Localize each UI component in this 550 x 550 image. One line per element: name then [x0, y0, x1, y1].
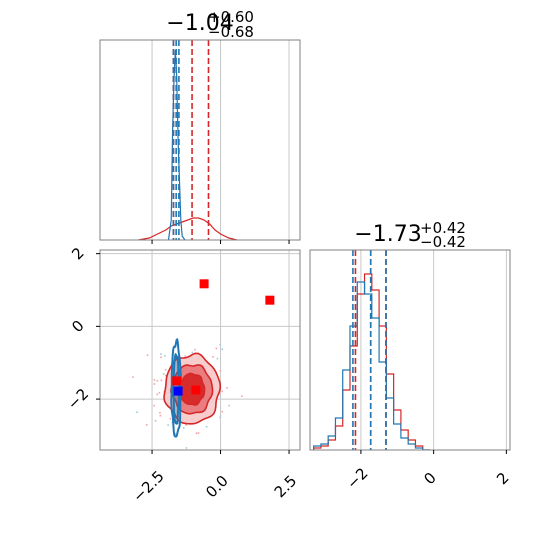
top-title-median: −1.04 [166, 11, 233, 36]
bottom-left-sample-point [164, 368, 167, 371]
bottom-left-sample-point [156, 380, 159, 382]
bottom-left-sample-point [191, 351, 194, 354]
bottom-left-contour-panel [96, 249, 301, 454]
bottom-left-red-marker [172, 376, 182, 386]
bottom-left-sample-point [226, 386, 228, 389]
bottom-left-sample-point [174, 433, 177, 435]
bottom-left-y-tick-label: 0 [68, 317, 87, 336]
bottom-right-plot-area [313, 250, 507, 450]
bottom-left-y-tick-label: 2 [68, 244, 87, 263]
right-title: −1.73 [354, 222, 421, 247]
bottom-left-red-marker [265, 295, 275, 305]
bottom-left-sample-point [160, 353, 162, 355]
bottom-left-sample-point [164, 374, 167, 377]
bottom-left-sample-point [219, 416, 221, 419]
bottom-left-sample-point [184, 355, 187, 357]
bottom-left-sample-point [153, 404, 155, 407]
bottom-left-sample-point [164, 355, 166, 357]
bottom-left-red-marker [191, 385, 201, 395]
bottom-left-sample-point [215, 347, 218, 350]
bottom-left-y-tick-label: −2 [64, 385, 92, 413]
bottom-left-sample-point [221, 410, 224, 413]
bottom-left-y-tick-labels: −2 0 2 [64, 244, 92, 413]
right-title-plus: +0.42 [420, 219, 466, 237]
bottom-left-sample-point [169, 417, 172, 420]
bottom-left-sample-point [219, 369, 222, 372]
bottom-left-plot-area [100, 250, 300, 450]
bottom-left-sample-point [154, 420, 157, 422]
bottom-left-sample-point [185, 447, 188, 449]
bottom-left-x-tick-label: −2.5 [129, 467, 167, 505]
bottom-left-sample-point [159, 414, 162, 417]
bottom-right-border [309, 249, 511, 451]
bottom-left-sample-point [216, 357, 219, 360]
bottom-left-sample-point [185, 424, 187, 426]
bottom-left-sample-point [145, 423, 148, 426]
bottom-left-x-tick-label: 2.5 [271, 472, 301, 502]
bottom-left-red-marker [199, 279, 209, 289]
bottom-left-sample-point [195, 432, 198, 435]
top-left-background [100, 40, 300, 240]
bottom-left-sample-point [218, 392, 221, 395]
bottom-left-sample-point [136, 411, 138, 414]
bottom-left-sample-point [241, 395, 243, 398]
right-title-minus: −0.42 [420, 233, 466, 251]
bottom-left-sample-point [160, 356, 162, 359]
right-title-median: −1.73 [354, 222, 421, 247]
bottom-right-x-tick-label: −2 [343, 464, 371, 492]
bottom-left-blue-contour-1 [170, 338, 182, 438]
top-left-plot-area [138, 40, 290, 240]
bottom-left-sample-point [158, 391, 161, 394]
top-left-red-histogram [138, 217, 238, 240]
bottom-right-red-histogram [313, 273, 430, 450]
bottom-left-sample-point [167, 424, 169, 426]
bottom-left-sample-point [212, 356, 214, 358]
bottom-right-background [310, 250, 510, 450]
bottom-left-border [99, 249, 301, 451]
top-title-plus: +0.60 [208, 8, 254, 26]
bottom-left-x-tick-label: 0.0 [202, 472, 232, 502]
bottom-left-sample-point [221, 348, 224, 351]
bottom-right-x-tick-labels: −2 0 2 [343, 464, 512, 492]
bottom-left-sample-point [132, 376, 134, 378]
top-left-border [99, 39, 301, 241]
bottom-left-sample-point [160, 379, 163, 382]
bottom-right-blue-histogram [313, 281, 430, 450]
top-title: −1.04 [166, 11, 233, 36]
bottom-left-sample-point [194, 348, 196, 351]
top-title-minus: −0.68 [208, 23, 254, 41]
bottom-right-histogram-panel [309, 249, 511, 454]
bottom-left-x-tick-labels: −2.5 0.0 2.5 [129, 467, 300, 505]
bottom-left-sample-point [197, 432, 200, 434]
bottom-right-x-tick-label: 2 [493, 469, 512, 488]
bottom-left-sample-point [146, 354, 149, 357]
bottom-left-sample-point [219, 343, 221, 346]
bottom-left-sample-point [182, 427, 185, 429]
bottom-left-sample-point [162, 373, 165, 375]
bottom-right-x-tick-label: 0 [420, 469, 439, 488]
bottom-left-sample-point [153, 383, 156, 385]
bottom-left-sample-point [156, 393, 158, 396]
bottom-left-sample-point [221, 390, 224, 393]
bottom-left-sample-point [228, 404, 230, 407]
bottom-left-sample-point [159, 411, 161, 414]
bottom-left-sample-point [153, 379, 156, 381]
bottom-left-blue-marker [173, 386, 183, 396]
top-left-histogram-panel [99, 39, 301, 244]
bottom-left-sample-point [205, 425, 208, 428]
